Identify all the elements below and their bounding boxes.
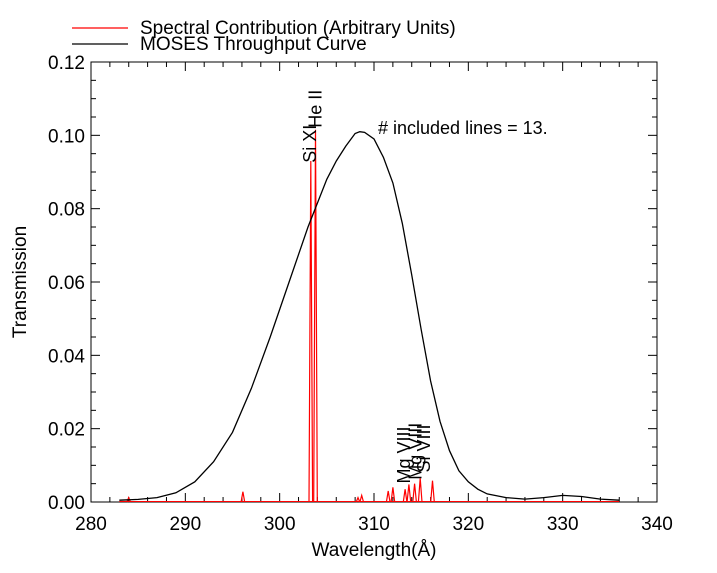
spectral-contribution-series <box>119 129 620 503</box>
y-tick-label: 0.00 <box>48 493 85 514</box>
throughput-curve <box>119 131 620 501</box>
annotation: # included lines = 13. <box>378 118 548 138</box>
legend-label-throughput: MOSES Throughput Curve <box>140 34 367 55</box>
x-tick-label: 340 <box>641 514 673 535</box>
line-label: He II <box>306 90 326 128</box>
y-tick-label: 0.06 <box>48 273 85 294</box>
spectral-line <box>406 484 412 503</box>
spectral-line <box>430 480 435 503</box>
spectral-line <box>412 483 417 503</box>
spectral-line <box>417 478 423 503</box>
legend: Spectral Contribution (Arbitrary Units) … <box>72 18 456 55</box>
y-tick-label: 0.02 <box>48 420 85 441</box>
x-tick-label: 300 <box>264 514 296 535</box>
spectral-line <box>359 493 365 503</box>
x-tick-label: 280 <box>75 514 107 535</box>
line-label: Mg VIII <box>394 426 414 483</box>
y-tick-label: 0.08 <box>48 200 85 221</box>
legend-label-spectral: Spectral Contribution (Arbitrary Units) <box>140 18 456 39</box>
spectral-line <box>308 160 314 503</box>
spectral-line <box>240 491 246 503</box>
spectral-line <box>126 496 132 503</box>
spectral-line <box>390 487 396 503</box>
x-tick-label: 310 <box>358 514 390 535</box>
x-tick-label: 290 <box>169 514 201 535</box>
line-label: Mg VIII <box>406 423 426 480</box>
x-axis-label: Wavelength(Å) <box>312 540 437 561</box>
spectral-line <box>402 489 408 503</box>
y-tick-label: 0.12 <box>48 53 85 74</box>
plot-frame <box>90 61 658 503</box>
spectral-line <box>385 490 391 503</box>
x-axis: 280 290 300 310 320 330 340 <box>75 62 673 535</box>
y-tick-label: 0.10 <box>48 126 85 147</box>
spectral-line <box>355 496 361 503</box>
x-tick-label: 330 <box>547 514 579 535</box>
x-tick-label: 320 <box>452 514 484 535</box>
spectral-line <box>313 129 318 503</box>
y-axis-label: Transmission <box>10 226 31 338</box>
line-label: Si VIII <box>414 424 434 472</box>
line-label: Si XI <box>300 125 320 163</box>
y-tick-label: 0.04 <box>48 346 85 367</box>
y-axis: 0.00 0.02 0.04 0.06 0.08 0.10 0.12 <box>48 53 657 514</box>
